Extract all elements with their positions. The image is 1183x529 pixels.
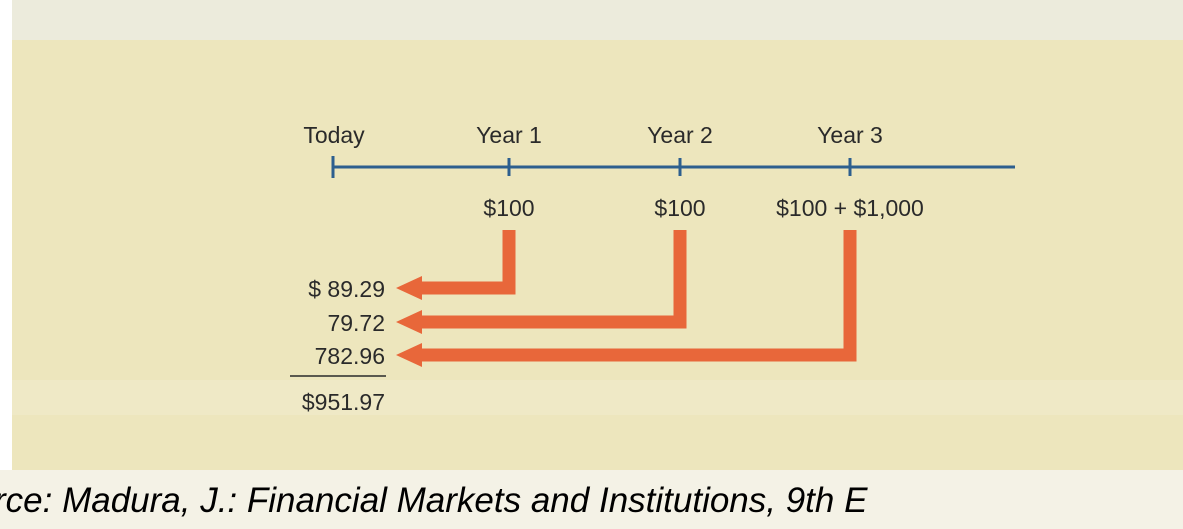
arrowhead	[396, 343, 422, 367]
period-label: Year 1	[476, 122, 542, 148]
caption-bg	[0, 470, 1183, 529]
present-value: 79.72	[327, 310, 385, 336]
cash-flow: $100 + $1,000	[776, 195, 924, 221]
caption: rce: Madura, J.: Financial Markets and I…	[0, 481, 868, 520]
present-value: $ 89.29	[308, 276, 385, 302]
top-strip	[12, 0, 1183, 40]
period-label: Year 3	[817, 122, 883, 148]
arrowhead	[396, 310, 422, 334]
total: $951.97	[302, 389, 385, 415]
period-label: Today	[303, 122, 365, 148]
arrows	[418, 230, 857, 362]
arrowhead	[396, 276, 422, 300]
cash-flow: $100	[654, 195, 705, 221]
band	[12, 380, 1183, 415]
present-value: 782.96	[315, 343, 385, 369]
arrow	[418, 230, 687, 329]
arrow	[418, 230, 857, 362]
cash-flow: $100	[483, 195, 534, 221]
period-label: Year 2	[647, 122, 713, 148]
arrowheads	[396, 276, 422, 367]
arrow	[418, 230, 516, 295]
